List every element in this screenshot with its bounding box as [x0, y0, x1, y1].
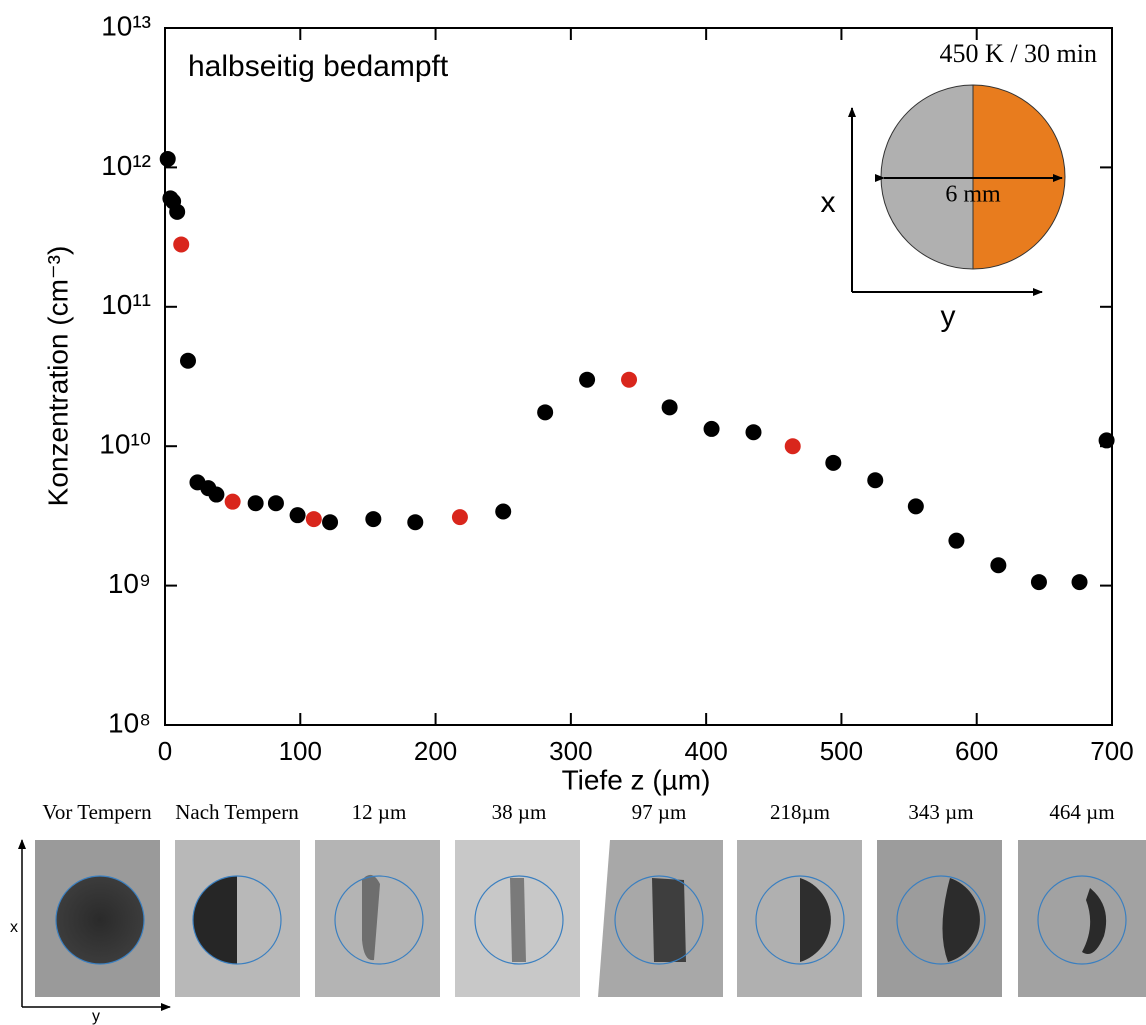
point	[1098, 432, 1115, 449]
photo-circle	[1037, 875, 1127, 965]
point	[173, 236, 190, 253]
photo-x-label: x	[10, 919, 18, 936]
photo-spot	[56, 876, 144, 964]
point	[179, 352, 196, 369]
photo-circle	[192, 875, 282, 965]
y-tick-label: 10¹³	[101, 10, 151, 41]
plot-frame	[164, 27, 1113, 726]
x-axis-label: Tiefe z (µm)	[562, 764, 711, 795]
point	[247, 495, 264, 512]
photo-label: 464 µm	[1049, 800, 1114, 824]
inset: 450 K / 30 min x y 6 mm	[821, 39, 1098, 333]
photo-circle	[896, 875, 986, 965]
x-tick-label: 0	[158, 736, 172, 766]
point	[322, 514, 339, 531]
photo-label: 343 µm	[908, 800, 973, 824]
photo-label: 12 µm	[352, 800, 407, 824]
y-tick-label: 10¹⁰	[99, 429, 151, 460]
point	[703, 420, 720, 437]
point	[159, 150, 176, 167]
x-tick-label: 700	[1090, 736, 1133, 766]
point	[224, 493, 241, 510]
inset-title: 450 K / 30 min	[940, 39, 1097, 68]
photo	[877, 840, 1002, 997]
y-tick-label: 10⁹	[108, 568, 151, 599]
x-tick-label: 100	[279, 736, 322, 766]
point	[407, 514, 424, 531]
photo-circle	[474, 875, 564, 965]
point	[661, 399, 678, 416]
point	[825, 454, 842, 471]
photo-spot	[510, 878, 526, 962]
point	[365, 511, 382, 528]
point	[784, 438, 801, 455]
photo-spot	[800, 878, 831, 962]
annotation: halbseitig bedampft	[188, 50, 449, 83]
point	[948, 532, 965, 549]
photo-strip: x y	[10, 839, 1146, 1025]
y-axis-label: Konzentration (cm⁻³)	[42, 246, 73, 507]
photo-spot	[362, 874, 380, 961]
inset-x-label: x	[821, 186, 836, 219]
photo-circle	[55, 875, 145, 965]
photo	[1018, 840, 1146, 997]
photo-circle	[334, 875, 424, 965]
x-tick-label: 600	[955, 736, 998, 766]
point	[495, 503, 512, 520]
point	[990, 557, 1007, 574]
photo-circle	[755, 875, 845, 965]
photo-label: 38 µm	[492, 800, 547, 824]
point	[305, 511, 322, 528]
point	[169, 203, 186, 220]
photo-label: Nach Tempern	[175, 800, 299, 824]
x-tick-label: 400	[684, 736, 727, 766]
point	[1071, 574, 1088, 591]
x-tick-label: 500	[820, 736, 863, 766]
point	[621, 371, 638, 388]
photo-y-label: y	[92, 1008, 100, 1025]
inset-y-label: y	[941, 300, 956, 333]
photo-label: 97 µm	[632, 800, 687, 824]
photo-circle	[614, 875, 704, 965]
point	[579, 371, 596, 388]
photo-label: 218µm	[770, 800, 830, 824]
y-tick-label: 10¹²	[101, 150, 151, 181]
photo-spot	[942, 878, 980, 962]
point	[537, 404, 554, 421]
point	[867, 472, 884, 489]
point	[451, 509, 468, 526]
point	[1030, 574, 1047, 591]
x-tick-label: 300	[549, 736, 592, 766]
y-tick-label: 10¹¹	[101, 289, 151, 320]
point	[289, 507, 306, 524]
point	[907, 498, 924, 515]
photo-spot	[652, 878, 686, 962]
photo-label: Vor Tempern	[42, 800, 152, 824]
point	[267, 495, 284, 512]
photo	[737, 840, 862, 997]
point	[208, 486, 225, 503]
y-tick-label: 10⁸	[108, 707, 151, 738]
point	[745, 424, 762, 441]
x-tick-label: 200	[414, 736, 457, 766]
photo	[315, 840, 440, 997]
diameter-label: 6 mm	[945, 182, 1001, 208]
photo-spot	[1082, 888, 1107, 954]
photo-spot	[193, 876, 237, 964]
